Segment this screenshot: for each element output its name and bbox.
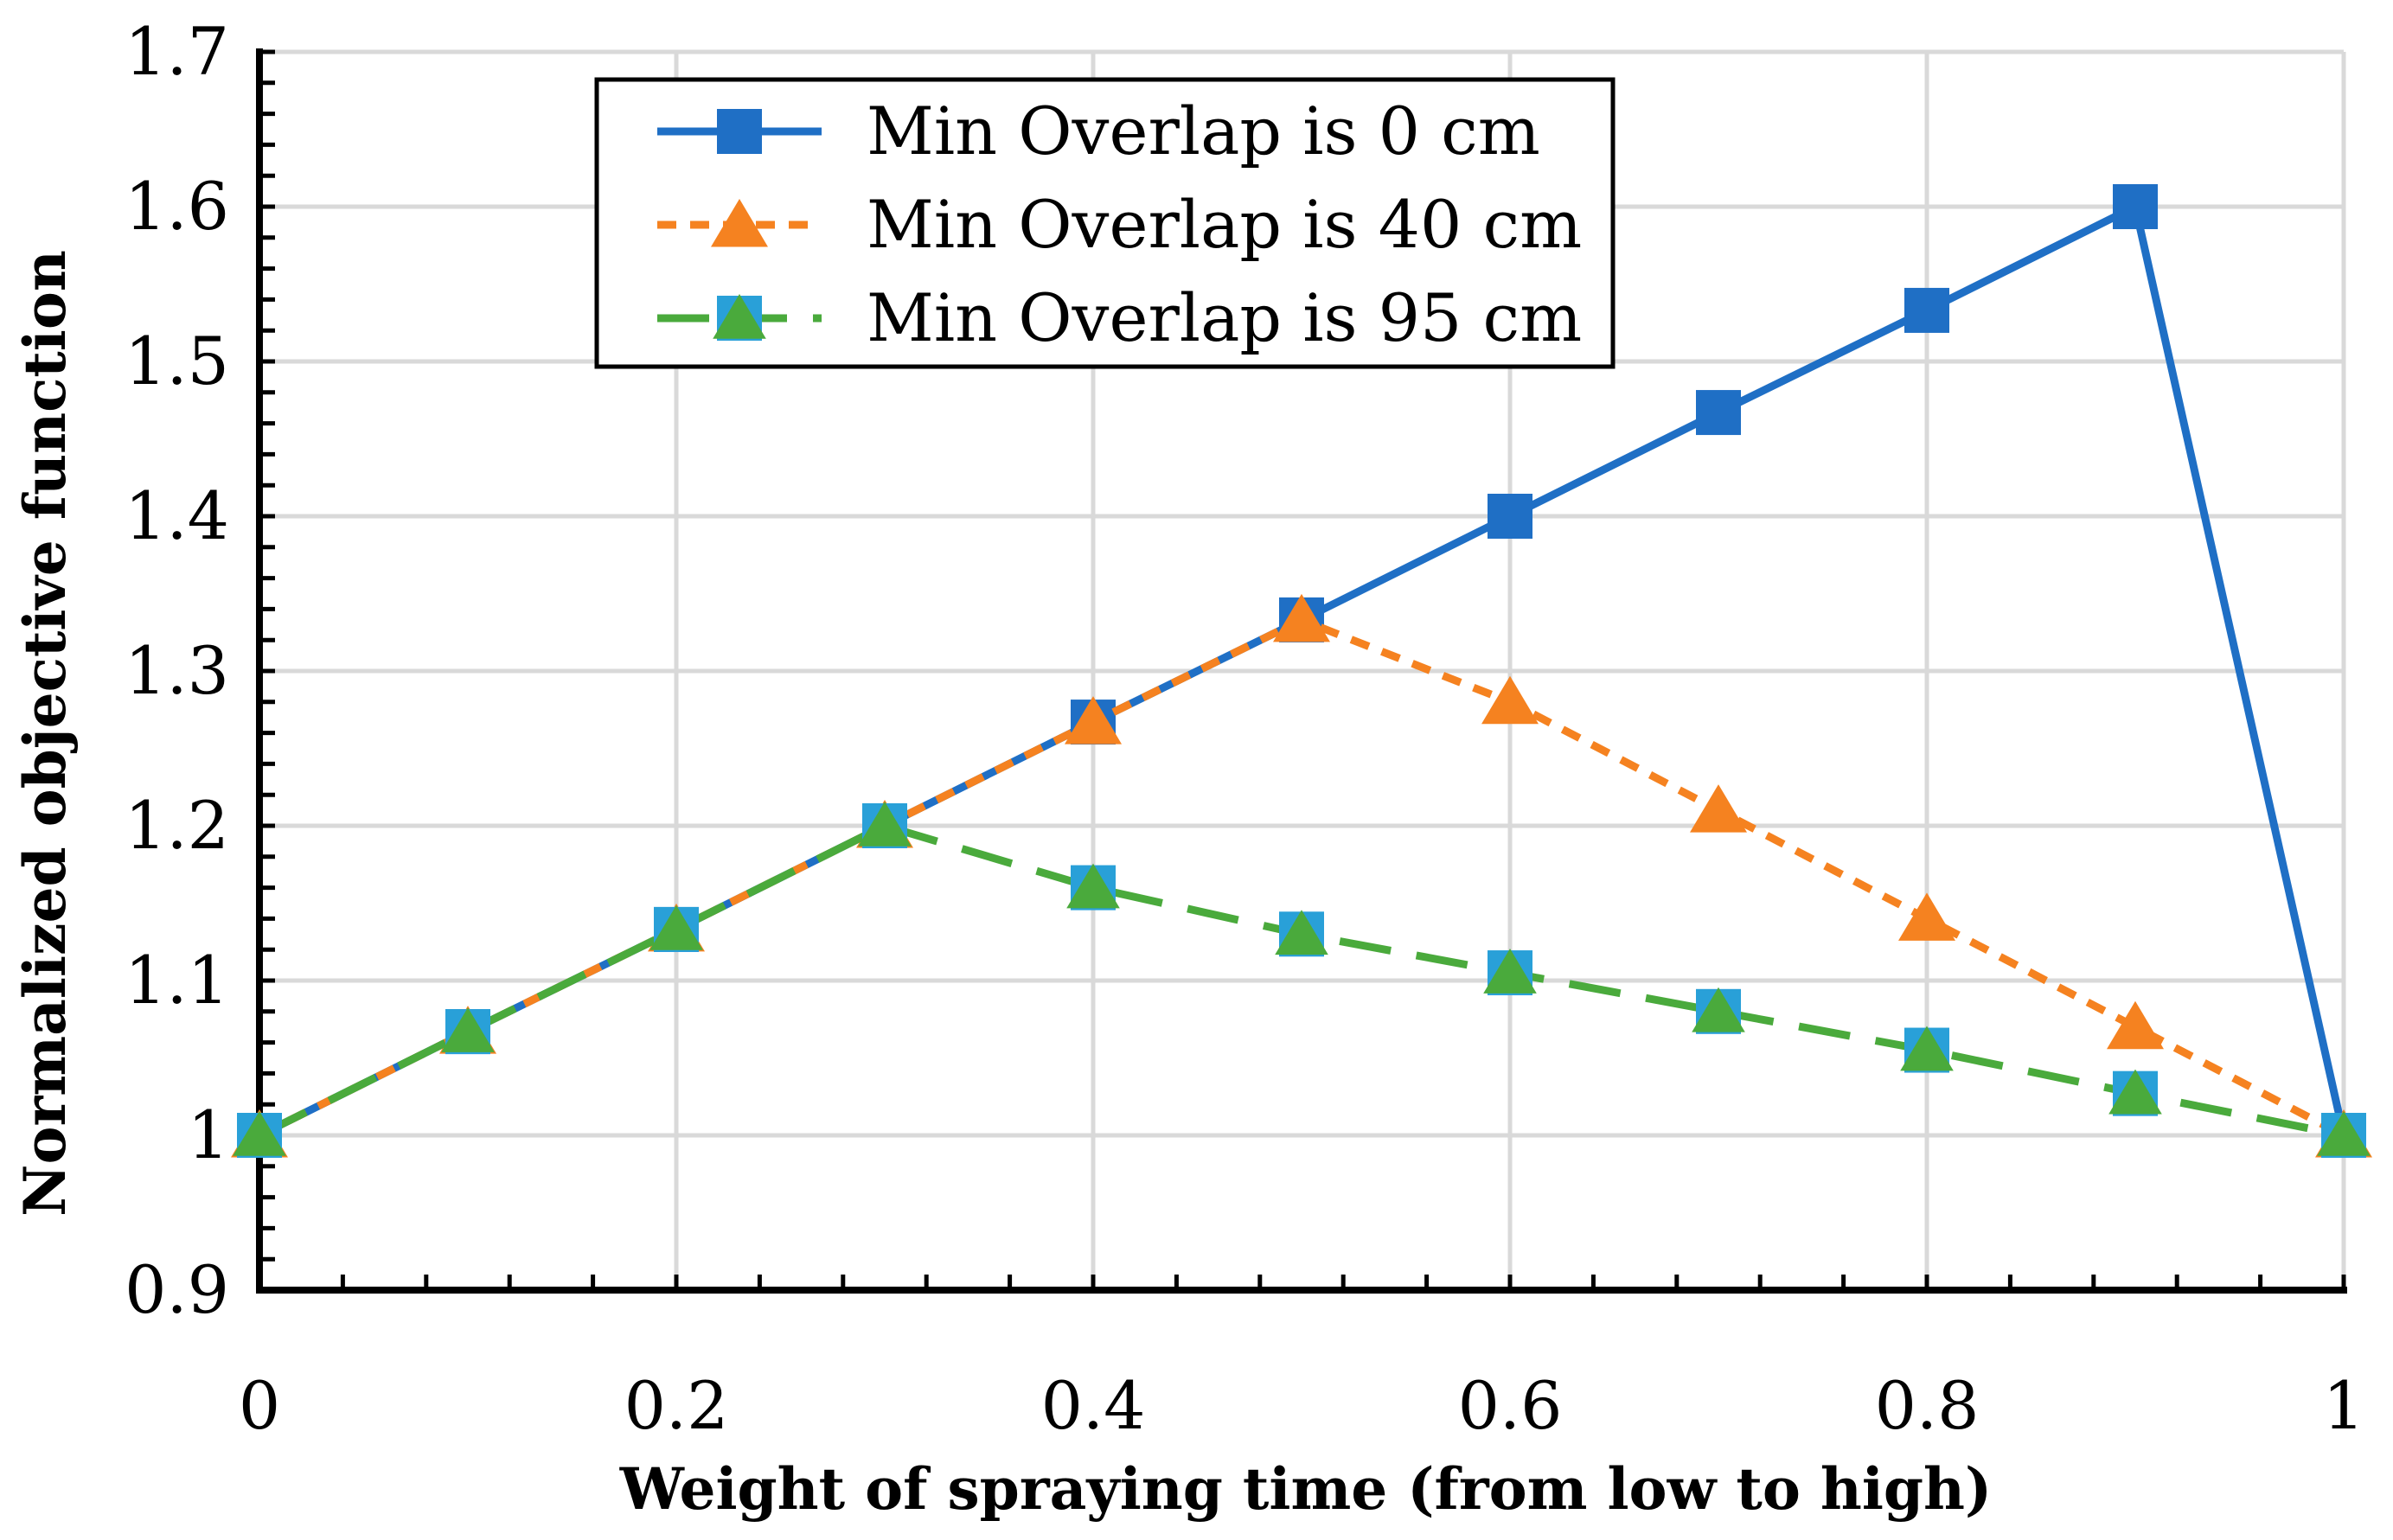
x-tick-label: 0.8 <box>1875 1367 1980 1444</box>
data-point-triangle <box>2108 1069 2162 1115</box>
data-point-triangle <box>858 802 912 847</box>
series-3 <box>233 802 2371 1158</box>
x-tick-label: 0.6 <box>1458 1367 1563 1444</box>
legend-label: Min Overlap is 40 cm <box>867 186 1582 263</box>
data-point-triangle <box>711 199 768 247</box>
data-point-triangle <box>1481 675 1539 725</box>
x-axis-title: Weight of spraying time (from low to hig… <box>619 1455 1993 1523</box>
legend-item-3: Min Overlap is 95 cm <box>657 279 1582 356</box>
legend-item-2: Min Overlap is 40 cm <box>657 186 1582 263</box>
axes <box>256 48 2347 1294</box>
y-axis-title: Normalized objective function <box>11 250 79 1217</box>
data-point-triangle <box>1690 784 1747 833</box>
legend-item-1: Min Overlap is 0 cm <box>657 93 1540 169</box>
data-point-square <box>2113 184 2158 229</box>
legend: Min Overlap is 0 cm Min Overlap is 40 cm M… <box>594 77 1616 369</box>
data-point-square <box>1488 494 1532 539</box>
y-tick-label: 1.2 <box>125 787 229 864</box>
x-tick-label: 1 <box>2323 1367 2364 1444</box>
y-tick-label: 1.5 <box>125 323 229 399</box>
data-point-square <box>1696 390 1741 436</box>
y-tick-label: 1.7 <box>125 13 229 90</box>
data-point-triangle <box>1275 910 1328 955</box>
y-tick-label: 1.1 <box>125 942 229 1019</box>
legend-label: Min Overlap is 95 cm <box>867 279 1582 356</box>
data-point-triangle <box>1483 949 1537 994</box>
y-tick-label: 1.3 <box>125 632 229 709</box>
data-point-triangle <box>1898 892 1955 941</box>
legend-label: Min Overlap is 0 cm <box>867 93 1540 169</box>
y-tick-label: 0.9 <box>125 1251 229 1328</box>
data-point-square <box>1904 287 1949 333</box>
x-tick-label: 0.4 <box>1041 1367 1146 1444</box>
series-group <box>231 184 2372 1158</box>
y-tick-label: 1 <box>188 1096 229 1173</box>
data-point-triangle <box>713 294 766 339</box>
data-point-triangle <box>1065 696 1122 744</box>
data-point-triangle <box>2107 1000 2164 1050</box>
data-point-triangle <box>649 904 703 950</box>
data-point-triangle <box>441 1007 495 1052</box>
x-tick-label: 0 <box>239 1367 280 1444</box>
data-point-triangle <box>233 1111 286 1156</box>
data-point-triangle <box>2317 1111 2371 1156</box>
data-point-square <box>717 109 762 154</box>
data-point-triangle <box>1066 863 1120 909</box>
data-point-triangle <box>1273 593 1330 642</box>
data-point-triangle <box>1900 1026 1954 1071</box>
y-tick-label: 1.6 <box>125 168 229 245</box>
y-tick-label: 1.4 <box>125 477 229 554</box>
data-point-triangle <box>1692 987 1745 1032</box>
x-tick-label: 0.2 <box>624 1367 729 1444</box>
tick-labels: 0.9 1 1.1 1.2 1.3 1.4 1.5 1.6 1.7 0 0.2 0.4 0.6 0.8 1 <box>125 13 2364 1444</box>
series-line <box>257 616 2346 1140</box>
